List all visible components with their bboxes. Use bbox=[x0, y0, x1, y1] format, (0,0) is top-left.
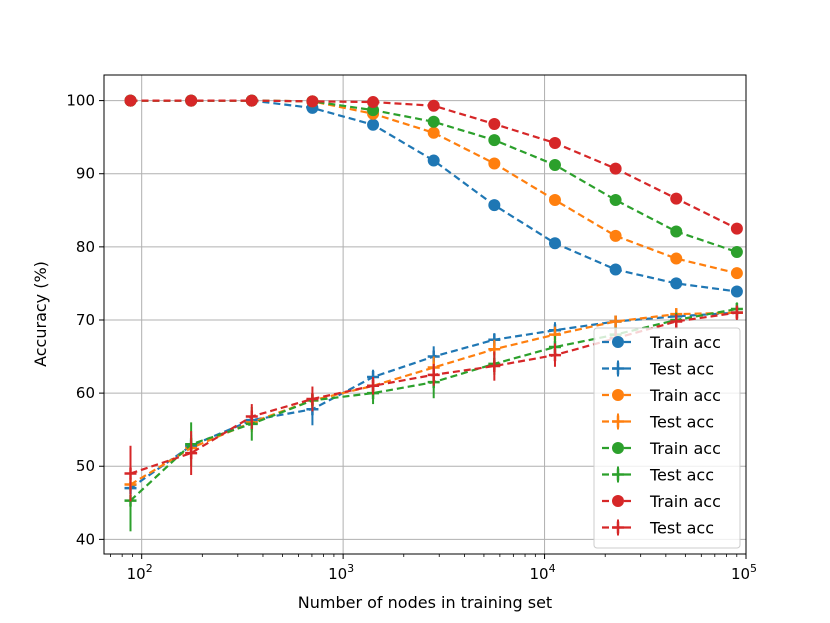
data-point bbox=[185, 447, 198, 460]
data-point bbox=[306, 392, 319, 405]
data-point bbox=[185, 94, 198, 107]
legend-label: Train acc bbox=[649, 492, 721, 511]
data-point bbox=[548, 137, 561, 150]
y-tick-label: 50 bbox=[76, 457, 95, 475]
data-point bbox=[609, 315, 622, 328]
data-point bbox=[427, 99, 440, 112]
legend-label: Train acc bbox=[649, 333, 721, 352]
data-point bbox=[609, 194, 622, 207]
legend-entry: Test acc bbox=[602, 360, 714, 379]
x-tick-label: 103 bbox=[328, 562, 354, 583]
data-point bbox=[670, 277, 683, 290]
plot-frame bbox=[103, 74, 747, 555]
data-point bbox=[427, 368, 440, 381]
x-tick-label: 105 bbox=[731, 562, 757, 583]
data-point bbox=[609, 162, 622, 175]
series-4 bbox=[124, 94, 743, 258]
legend-entry: Train acc bbox=[602, 333, 721, 352]
legend-entry: Train acc bbox=[602, 386, 721, 405]
data-point bbox=[670, 225, 683, 238]
data-point bbox=[427, 115, 440, 128]
legend-entry: Test acc bbox=[602, 413, 714, 432]
data-point bbox=[730, 285, 743, 298]
legend-marker bbox=[612, 468, 624, 481]
data-point bbox=[124, 467, 137, 480]
data-point bbox=[488, 360, 501, 373]
data-point bbox=[730, 222, 743, 235]
data-point bbox=[488, 199, 501, 212]
data-point bbox=[730, 245, 743, 258]
legend: Train acc Test acc Train acc Test acc Train … bbox=[593, 327, 741, 549]
y-tick-label: 70 bbox=[76, 311, 95, 329]
data-point bbox=[670, 252, 683, 265]
y-tick-label: 60 bbox=[76, 384, 95, 402]
legend-label: Train acc bbox=[649, 439, 721, 458]
legend-label: Train acc bbox=[649, 386, 721, 405]
legend-box bbox=[593, 327, 741, 549]
data-point bbox=[245, 410, 258, 423]
y-axis-label: Accuracy (%) bbox=[31, 261, 50, 367]
legend-marker bbox=[612, 336, 624, 348]
data-point bbox=[488, 117, 501, 130]
axes-ticks: 40 50 60 70 80 90 100 102 103 104 105 bbox=[66, 92, 757, 583]
legend-marker bbox=[612, 362, 624, 375]
data-point bbox=[670, 315, 683, 328]
legend-label: Test acc bbox=[649, 466, 714, 485]
data-point bbox=[548, 349, 561, 362]
legend-label: Test acc bbox=[649, 360, 714, 379]
y-tick-label: 40 bbox=[76, 530, 95, 548]
legend-entry: Train acc bbox=[602, 492, 721, 511]
data-point bbox=[245, 94, 258, 107]
legend-marker bbox=[612, 415, 624, 428]
data-point bbox=[548, 158, 561, 171]
legend-marker bbox=[612, 521, 624, 534]
data-point bbox=[367, 96, 380, 109]
y-tick-label: 90 bbox=[76, 165, 95, 183]
data-point bbox=[124, 94, 137, 107]
data-point bbox=[609, 229, 622, 242]
data-point bbox=[488, 157, 501, 170]
legend-marker bbox=[612, 389, 624, 401]
x-tick-label: 102 bbox=[127, 562, 153, 583]
data-point bbox=[367, 118, 380, 131]
data-point bbox=[609, 263, 622, 276]
plot-area bbox=[124, 94, 743, 532]
data-point bbox=[730, 306, 743, 319]
y-tick-label: 80 bbox=[76, 238, 95, 256]
x-tick-label: 104 bbox=[530, 562, 556, 583]
legend-entry: Train acc bbox=[602, 439, 721, 458]
data-point bbox=[427, 154, 440, 167]
data-point bbox=[367, 379, 380, 392]
data-point bbox=[730, 267, 743, 280]
series-6 bbox=[124, 94, 743, 235]
legend-entry: Test acc bbox=[602, 519, 714, 538]
legend-marker bbox=[612, 495, 624, 507]
legend-label: Test acc bbox=[649, 519, 714, 538]
legend-label: Test acc bbox=[649, 413, 714, 432]
data-point bbox=[488, 134, 501, 147]
data-point bbox=[548, 237, 561, 250]
data-point bbox=[306, 95, 319, 108]
data-point bbox=[548, 194, 561, 207]
data-point bbox=[670, 192, 683, 205]
legend-marker bbox=[612, 442, 624, 454]
legend-entry: Test acc bbox=[602, 466, 714, 485]
y-tick-label: 100 bbox=[66, 92, 95, 110]
data-point bbox=[427, 126, 440, 139]
x-axis-label: Number of nodes in training set bbox=[298, 593, 552, 612]
